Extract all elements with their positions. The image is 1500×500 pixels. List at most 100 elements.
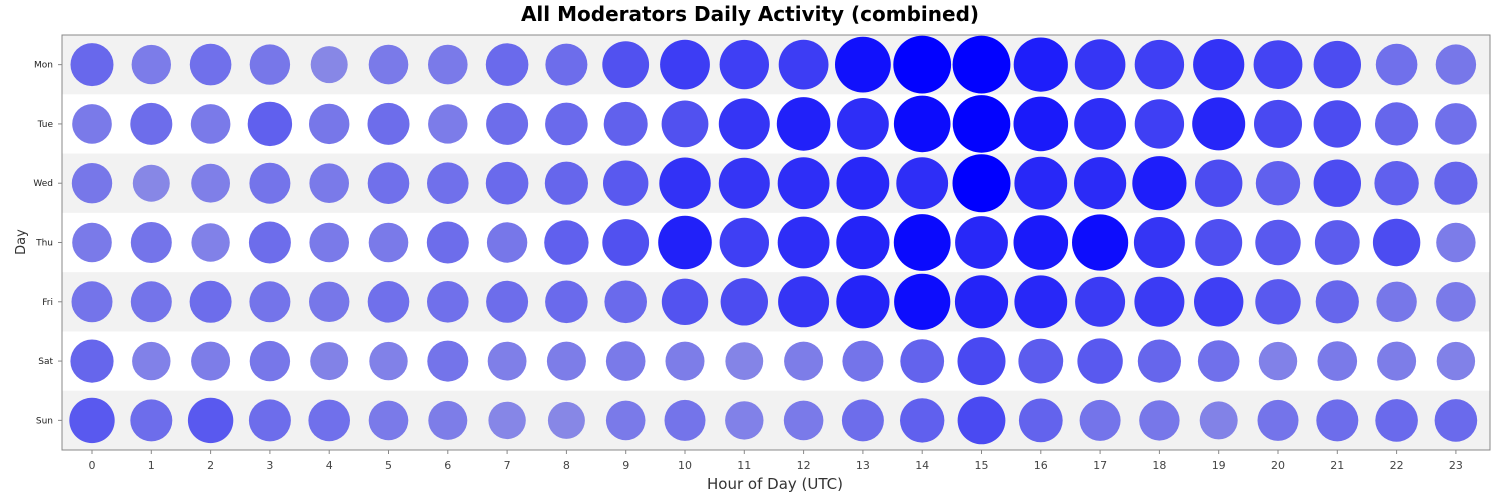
bubble-sun-6 [428,400,468,440]
bubble-fri-8 [545,280,588,324]
bubble-thu-19 [1195,219,1243,266]
bubble-fri-9 [604,280,647,324]
bubble-fri-22 [1376,281,1417,322]
row-bands [62,35,1490,450]
bubble-fri-18 [1134,276,1185,327]
bubble-wed-14 [896,157,949,210]
bubble-mon-11 [719,39,769,90]
bubble-tue-13 [837,98,889,150]
bubble-fri-4 [309,281,350,322]
bubble-fri-16 [1014,275,1068,329]
bubble-wed-20 [1255,161,1301,206]
bubble-wed-9 [603,160,649,206]
bubble-thu-18 [1133,217,1185,268]
bubble-tue-23 [1435,103,1477,145]
y-axis: Mon Tue Wed Thu Fri Sat Sun [33,61,62,426]
bubble-sat-23 [1436,341,1476,381]
bubble-wed-8 [544,161,589,205]
bubble-tue-8 [545,102,588,146]
bubble-sun-19 [1199,401,1238,440]
bubble-thu-1 [130,222,172,263]
bubble-sun-15 [957,396,1006,445]
bubble-fri-21 [1315,280,1359,324]
bubble-sat-7 [487,341,527,381]
bubble-mon-18 [1134,39,1185,90]
bubble-mon-9 [602,41,650,88]
x-tick-label: 10 [678,459,692,472]
bubble-wed-10 [659,157,711,209]
bubble-sun-8 [547,401,585,439]
bubble-thu-6 [426,221,469,264]
bubble-sun-20 [1257,399,1299,441]
bubble-sun-10 [664,399,706,441]
x-axis-title: Hour of Day (UTC) [707,475,843,493]
x-tick-label: 20 [1271,459,1285,472]
bubble-wed-19 [1195,159,1243,207]
bubble-mon-15 [952,35,1011,94]
bubble-wed-17 [1074,157,1127,210]
bubble-tue-3 [247,101,293,147]
bubble-fri-11 [720,278,768,326]
bubble-mon-1 [131,44,171,85]
bubble-sun-4 [308,399,351,442]
bubble-sat-13 [842,340,884,382]
bubble-layer [69,35,1478,445]
bubble-tue-1 [130,102,173,145]
x-tick-label: 2 [207,459,214,472]
bubble-tue-2 [190,104,231,144]
bubble-sat-16 [1018,338,1064,384]
bubble-mon-23 [1435,44,1477,85]
x-tick-label: 16 [1034,459,1048,472]
bubble-wed-1 [132,164,170,202]
bubble-tue-9 [603,101,648,146]
bubble-sat-20 [1258,341,1298,381]
bubble-sat-6 [427,340,469,382]
bubble-thu-17 [1072,214,1129,271]
x-tick-label: 18 [1152,459,1166,472]
bubble-mon-6 [428,44,468,85]
bubble-tue-0 [72,104,112,144]
bubble-mon-4 [310,46,348,84]
x-tick-label: 3 [266,459,273,472]
bubble-sun-14 [900,398,945,443]
bubble-wed-0 [71,163,113,204]
chart-title: All Moderators Daily Activity (combined) [521,2,979,26]
row-band [62,35,1490,95]
bubble-sat-1 [132,341,171,381]
bubble-sat-17 [1077,338,1123,384]
x-tick-label: 6 [444,459,451,472]
bubble-mon-3 [249,44,291,85]
bubble-sun-7 [488,401,526,440]
bubble-thu-14 [893,214,951,271]
x-tick-label: 17 [1093,459,1107,472]
bubble-tue-7 [486,102,529,145]
y-tick-label: Fri [42,298,53,308]
bubble-sat-5 [369,341,408,381]
bubble-wed-16 [1014,156,1068,210]
bubble-tue-4 [309,103,350,145]
bubble-thu-4 [309,222,350,263]
bubble-wed-5 [367,162,410,204]
y-tick-label: Sat [38,357,53,367]
bubble-sat-11 [725,342,764,380]
bubble-sat-21 [1317,341,1358,381]
bubble-mon-12 [778,39,829,90]
bubble-thu-12 [777,216,830,269]
bubble-tue-15 [952,95,1011,153]
bubble-sat-0 [70,339,114,383]
bubble-fri-2 [189,280,232,323]
bubble-tue-19 [1192,97,1246,151]
x-tick-label: 5 [385,459,392,472]
bubble-mon-16 [1013,37,1068,92]
x-tick-label: 19 [1212,459,1226,472]
bubble-mon-7 [485,43,529,86]
x-tick-label: 14 [915,459,929,472]
bubble-tue-22 [1375,102,1419,146]
bubble-fri-13 [836,275,890,329]
bubble-thu-20 [1255,219,1301,266]
bubble-mon-5 [368,44,409,85]
bubble-thu-16 [1013,215,1069,270]
x-tick-label: 4 [326,459,333,472]
bubble-wed-6 [427,162,469,204]
bubble-wed-18 [1132,156,1187,211]
